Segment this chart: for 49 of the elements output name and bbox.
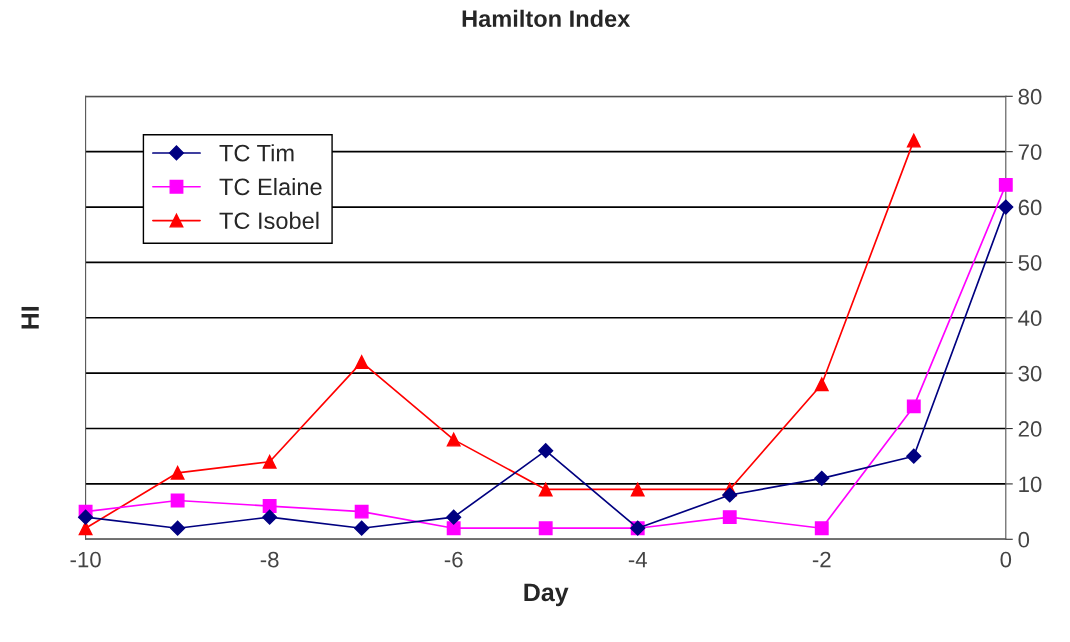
y-tick-label: 40 bbox=[1018, 310, 1042, 327]
point bbox=[78, 509, 94, 525]
point bbox=[170, 465, 185, 480]
point bbox=[814, 521, 829, 536]
point bbox=[262, 499, 277, 514]
y-tick-label: 60 bbox=[1018, 199, 1042, 216]
point bbox=[722, 510, 737, 525]
legend-label: TC Tim bbox=[219, 144, 294, 162]
point bbox=[906, 399, 921, 414]
point bbox=[906, 448, 922, 464]
y-tick-label: 80 bbox=[1018, 88, 1042, 105]
legend-label: TC Elaine bbox=[219, 177, 322, 196]
chart-title: Hamilton Index bbox=[462, 9, 631, 28]
point bbox=[538, 443, 554, 459]
point bbox=[354, 504, 369, 519]
point bbox=[538, 482, 553, 497]
point bbox=[814, 470, 830, 486]
x-axis-title: Day bbox=[524, 583, 569, 607]
x-tick-label: -2 bbox=[812, 551, 831, 568]
x-tick-label: 0 bbox=[1000, 551, 1012, 568]
y-tick-label: 50 bbox=[1018, 254, 1042, 271]
point bbox=[446, 432, 461, 447]
point bbox=[262, 509, 278, 525]
y-tick-label: 0 bbox=[1018, 531, 1030, 548]
point bbox=[262, 454, 277, 469]
point bbox=[630, 482, 645, 497]
y-tick-label: 10 bbox=[1019, 476, 1042, 493]
point bbox=[446, 521, 461, 536]
point bbox=[906, 133, 921, 148]
point bbox=[78, 521, 93, 536]
x-tick-label: -8 bbox=[260, 551, 279, 568]
point bbox=[998, 177, 1013, 192]
y-tick-label: 20 bbox=[1018, 421, 1042, 437]
y-axis-title: HI bbox=[21, 306, 39, 329]
x-tick-label: -6 bbox=[444, 551, 463, 568]
x-tick-label: -4 bbox=[628, 551, 647, 568]
x-tick-label: -10 bbox=[70, 551, 101, 568]
point bbox=[538, 521, 553, 536]
point bbox=[722, 487, 738, 503]
point bbox=[170, 520, 186, 536]
y-tick-label: 70 bbox=[1018, 144, 1042, 160]
point bbox=[354, 520, 370, 536]
legend-label: TC Isobel bbox=[219, 211, 319, 230]
point bbox=[354, 355, 369, 370]
point bbox=[814, 377, 829, 392]
y-tick-label: 30 bbox=[1018, 365, 1042, 382]
point bbox=[170, 493, 185, 508]
point bbox=[446, 509, 462, 525]
point bbox=[998, 199, 1014, 215]
